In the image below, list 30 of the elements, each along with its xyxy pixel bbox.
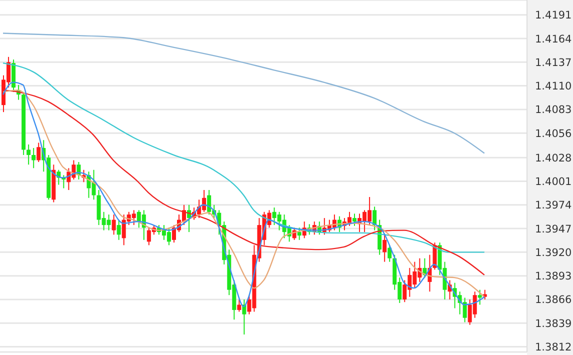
candlestick [382,234,387,262]
candlestick [388,244,392,262]
candlestick [297,227,302,240]
line-series [2,62,485,253]
candlestick [352,213,356,226]
y-tick-label: 1.3947 [535,223,572,236]
y-tick-label: 1.4137 [535,56,572,69]
y-tick-label: 1.4001 [535,176,572,188]
y-tick-label: 1.4110 [535,80,572,93]
y-tick-label: 1.3839 [535,318,572,330]
y-tick-label: 1.3812 [535,341,572,354]
y-tick-label: 1.4056 [535,128,572,140]
y-tick-label: 1.3920 [535,246,572,259]
candlestick [478,289,482,306]
candlestick [116,219,121,240]
y-tick-label: 1.4164 [535,33,572,46]
y-tick-label: 1.3974 [535,200,572,212]
candlestick [32,147,36,169]
candlestick [372,206,377,231]
y-tick-label: 1.3893 [535,270,572,283]
candlestick [26,144,31,166]
y-tick-label: 1.4083 [535,104,572,116]
line-series [2,32,485,154]
y-tick-label: 1.4191 [535,10,572,22]
candlestick [237,298,242,312]
y-tick-label: 1.3866 [535,294,572,306]
candlestick [482,289,487,300]
y-tick-label: 1.4028 [535,152,572,164]
candlestick [36,142,41,162]
candlestick [112,214,116,236]
